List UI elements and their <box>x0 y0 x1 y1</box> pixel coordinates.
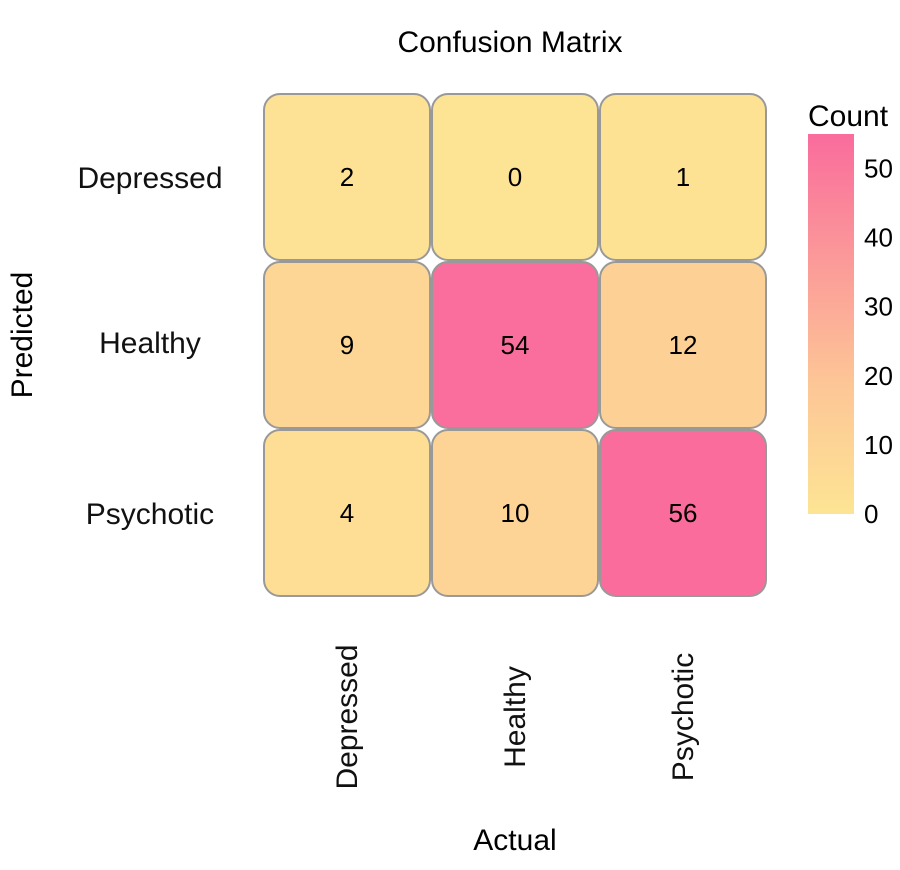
x-tick-label: Depressed <box>331 644 364 789</box>
heatmap-cell-0-2 <box>599 93 767 261</box>
heatmap-cell-2-1 <box>431 429 599 597</box>
cell-value-label: 0 <box>508 162 522 192</box>
chart-title: Confusion Matrix <box>397 26 622 59</box>
x-axis-title: Actual <box>473 824 556 857</box>
cell-value-label: 10 <box>501 498 530 528</box>
colorbar-tick-label: 50 <box>864 154 893 184</box>
cell-value-label: 4 <box>340 498 354 528</box>
y-tick-label: Psychotic <box>86 498 214 531</box>
colorbar <box>808 134 854 514</box>
heatmap-cell-0-1 <box>431 93 599 261</box>
colorbar-tick-label: 30 <box>864 292 893 322</box>
x-tick-label: Healthy <box>499 666 532 768</box>
heatmap-cells: 2 0 1 9 54 12 4 10 56 <box>263 93 767 597</box>
colorbar-tick-label: 40 <box>864 223 893 253</box>
heatmap-cell-1-1 <box>431 261 599 429</box>
y-tick-label: Healthy <box>99 327 201 360</box>
colorbar-title: Count <box>808 100 889 133</box>
colorbar-tick-label: 20 <box>864 361 893 391</box>
cell-value-label: 9 <box>340 330 354 360</box>
cell-value-label: 56 <box>669 498 698 528</box>
x-tick-label: Psychotic <box>667 653 700 781</box>
heatmap-cell-1-2 <box>599 261 767 429</box>
heatmap-cell-2-2 <box>599 429 767 597</box>
y-axis-title: Predicted <box>6 272 39 399</box>
y-tick-label: Depressed <box>77 162 222 195</box>
cell-value-label: 54 <box>501 330 530 360</box>
cell-value-label: 2 <box>340 162 354 192</box>
heatmap-cell-0-0 <box>263 93 431 261</box>
heatmap-cell-2-0 <box>263 429 431 597</box>
colorbar-tick-label: 10 <box>864 430 893 460</box>
y-tick-labels: Depressed Healthy Psychotic <box>77 162 222 531</box>
colorbar-ticks: 0 10 20 30 40 50 <box>864 154 893 529</box>
cell-value-label: 1 <box>676 162 690 192</box>
colorbar-tick-label: 0 <box>864 499 878 529</box>
heatmap-cell-1-0 <box>263 261 431 429</box>
x-tick-labels: Depressed Healthy Psychotic <box>331 644 700 789</box>
cell-value-label: 12 <box>669 330 698 360</box>
